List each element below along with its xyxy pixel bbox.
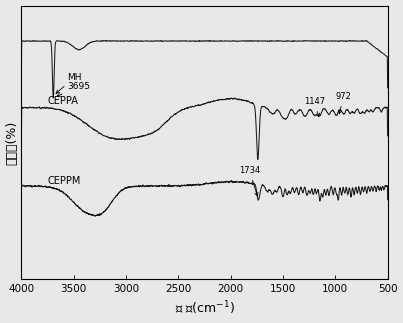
Text: 1734: 1734 [239,166,260,196]
Text: 3695: 3695 [57,82,90,97]
X-axis label: 波 数(cm$^{-1}$): 波 数(cm$^{-1}$) [174,300,235,318]
Text: MH: MH [56,73,82,93]
Y-axis label: 透光率(%): 透光率(%) [6,120,19,165]
Text: CEPPM: CEPPM [48,176,81,186]
Text: 1147: 1147 [304,97,325,117]
Text: CEPPA: CEPPA [48,97,78,107]
Text: 972: 972 [336,92,351,114]
